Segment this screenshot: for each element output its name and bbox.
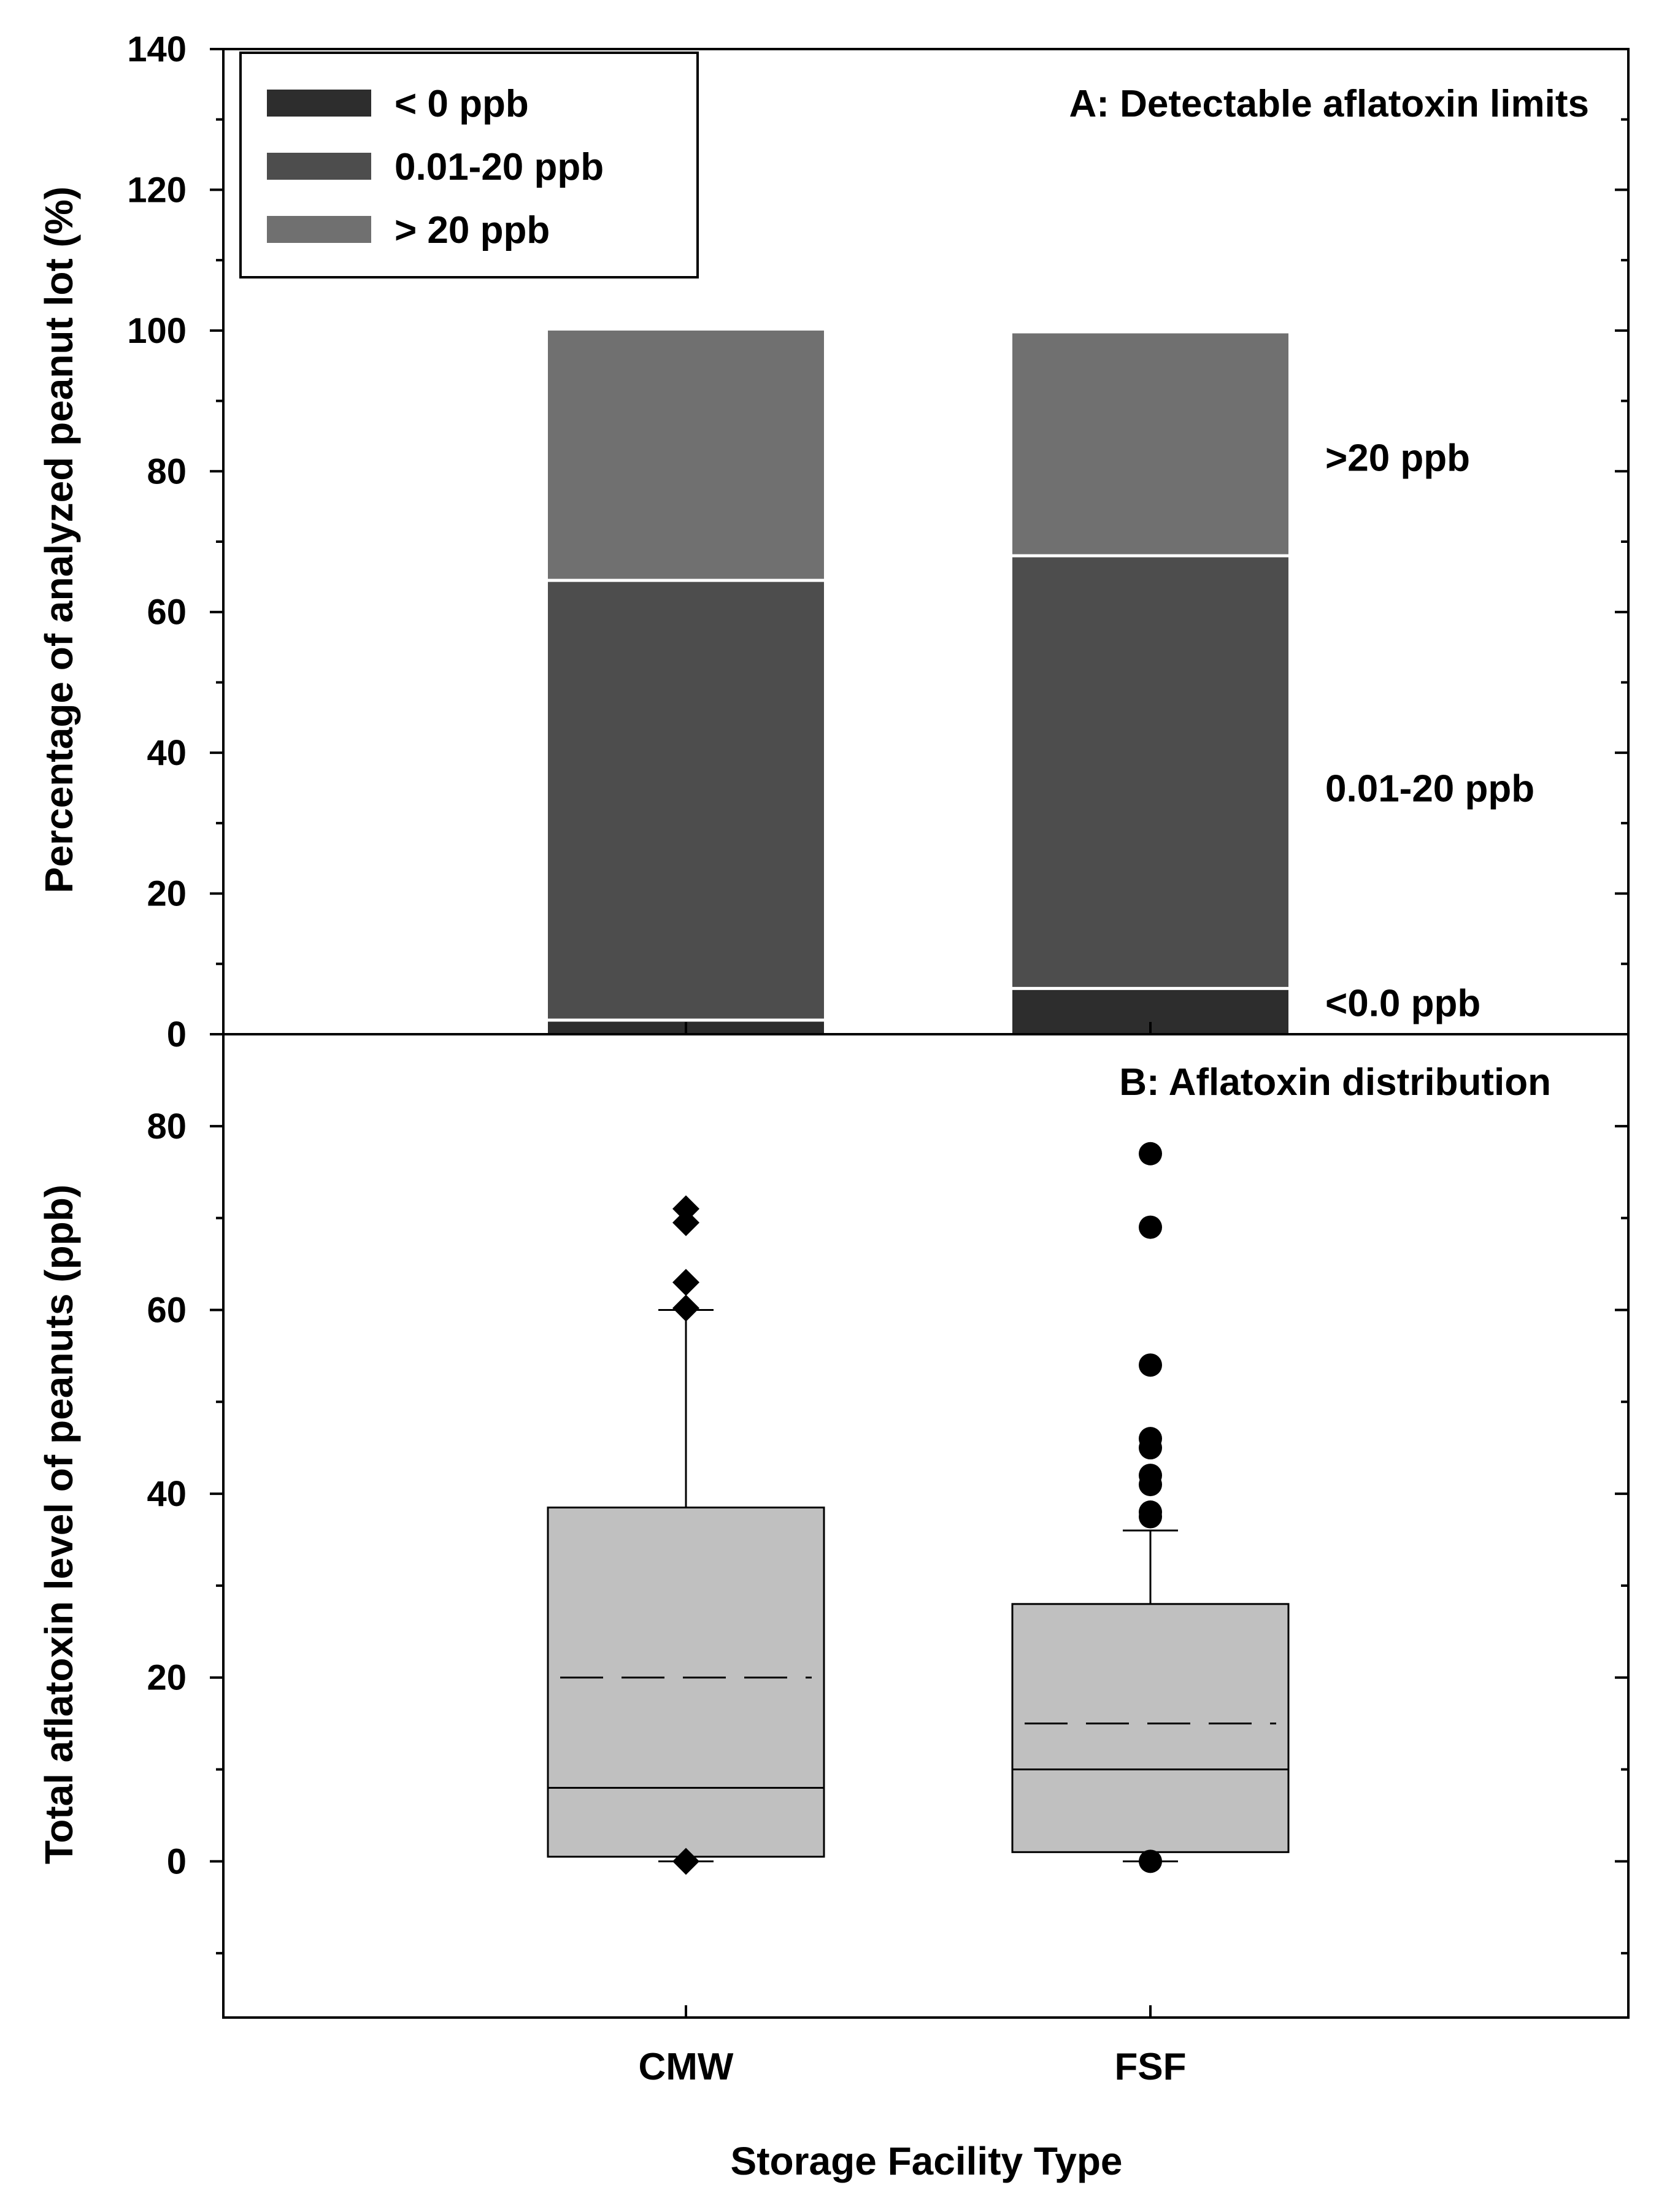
segment-annotation: 0.01-20 ppb: [1325, 768, 1534, 810]
panel-a-annotations: >20 ppb 0.01-20 ppb <0.0 ppb: [1325, 437, 1534, 1024]
y-tick-label: 140: [127, 29, 187, 69]
outlier-point: [672, 1294, 699, 1322]
box: [1011, 1603, 1290, 1853]
segment-annotation: >20 ppb: [1325, 437, 1470, 479]
legend-label: 0.01-20 ppb: [395, 146, 604, 188]
bar-segment: [548, 580, 824, 1021]
x-axis-title: Storage Facility Type: [731, 2139, 1123, 2183]
outlier-point: [672, 1209, 699, 1237]
outlier-point: [1139, 1353, 1162, 1377]
y-tick-label: 40: [147, 733, 187, 773]
legend: < 0 ppb 0.01-20 ppb > 20 ppb: [239, 52, 699, 278]
legend-swatch: [267, 216, 371, 243]
panel-a-bars: [548, 330, 1288, 1034]
outlier-point: [1139, 1142, 1162, 1166]
panel-b-boxes: [547, 1142, 1290, 1875]
y-tick-label: 0: [167, 1841, 187, 1881]
y-tick-label: 20: [147, 874, 187, 914]
outlier-point: [1139, 1436, 1162, 1460]
outlier-point: [1139, 1505, 1162, 1529]
panel-a: 0 20 40 60 80 100 120 140 >20 ppb 0.01-20 ppb <0.…: [37, 29, 1630, 1054]
box: [547, 1507, 825, 1858]
bar-segment: [1012, 333, 1288, 556]
outlier-point: [672, 1195, 699, 1223]
outlier-point: [1139, 1215, 1162, 1239]
panel-b-y-axis-title: Total aflatoxin level of peanuts (ppb): [37, 1185, 81, 1864]
y-tick-label: 120: [127, 170, 187, 210]
panel-b-frame: [222, 1033, 1630, 2019]
panel-a-y-axis: 0 20 40 60 80 100 120 140: [127, 29, 1628, 1054]
x-category-label: CMW: [639, 2046, 734, 2088]
legend-label: > 20 ppb: [395, 209, 550, 252]
y-tick-label: 20: [147, 1658, 187, 1698]
x-axis-categories: CMW FSF: [639, 1022, 1187, 2088]
panel-b: 0 20 40 60 80 B: Aflatoxin distribution Tota…: [37, 1033, 1630, 2019]
outlier-point: [672, 1848, 699, 1875]
panel-b-y-axis: 0 20 40 60 80: [147, 1107, 1628, 1955]
bar-segment: [1012, 555, 1288, 989]
y-tick-label: 40: [147, 1474, 187, 1514]
segment-annotation: <0.0 ppb: [1325, 982, 1480, 1024]
y-tick-label: 60: [147, 1290, 187, 1330]
panel-a-title: A: Detectable aflatoxin limits: [1069, 83, 1589, 125]
legend-swatch: [267, 153, 371, 180]
legend-swatch: [267, 90, 371, 117]
outlier-point: [1139, 1473, 1162, 1497]
y-tick-label: 0: [167, 1015, 187, 1054]
panel-b-title: B: Aflatoxin distribution: [1119, 1061, 1551, 1104]
y-tick-label: 80: [147, 451, 187, 491]
outlier-point: [672, 1269, 699, 1296]
legend-label: < 0 ppb: [395, 83, 529, 125]
x-category-label: FSF: [1114, 2046, 1186, 2088]
y-tick-label: 80: [147, 1107, 187, 1146]
bar-segment: [548, 330, 824, 581]
outlier-point: [1139, 1849, 1162, 1873]
y-tick-label: 100: [127, 311, 187, 351]
panel-a-y-axis-title: Percentage of analyzed peanut lot (%): [37, 186, 81, 893]
y-tick-label: 60: [147, 593, 187, 632]
